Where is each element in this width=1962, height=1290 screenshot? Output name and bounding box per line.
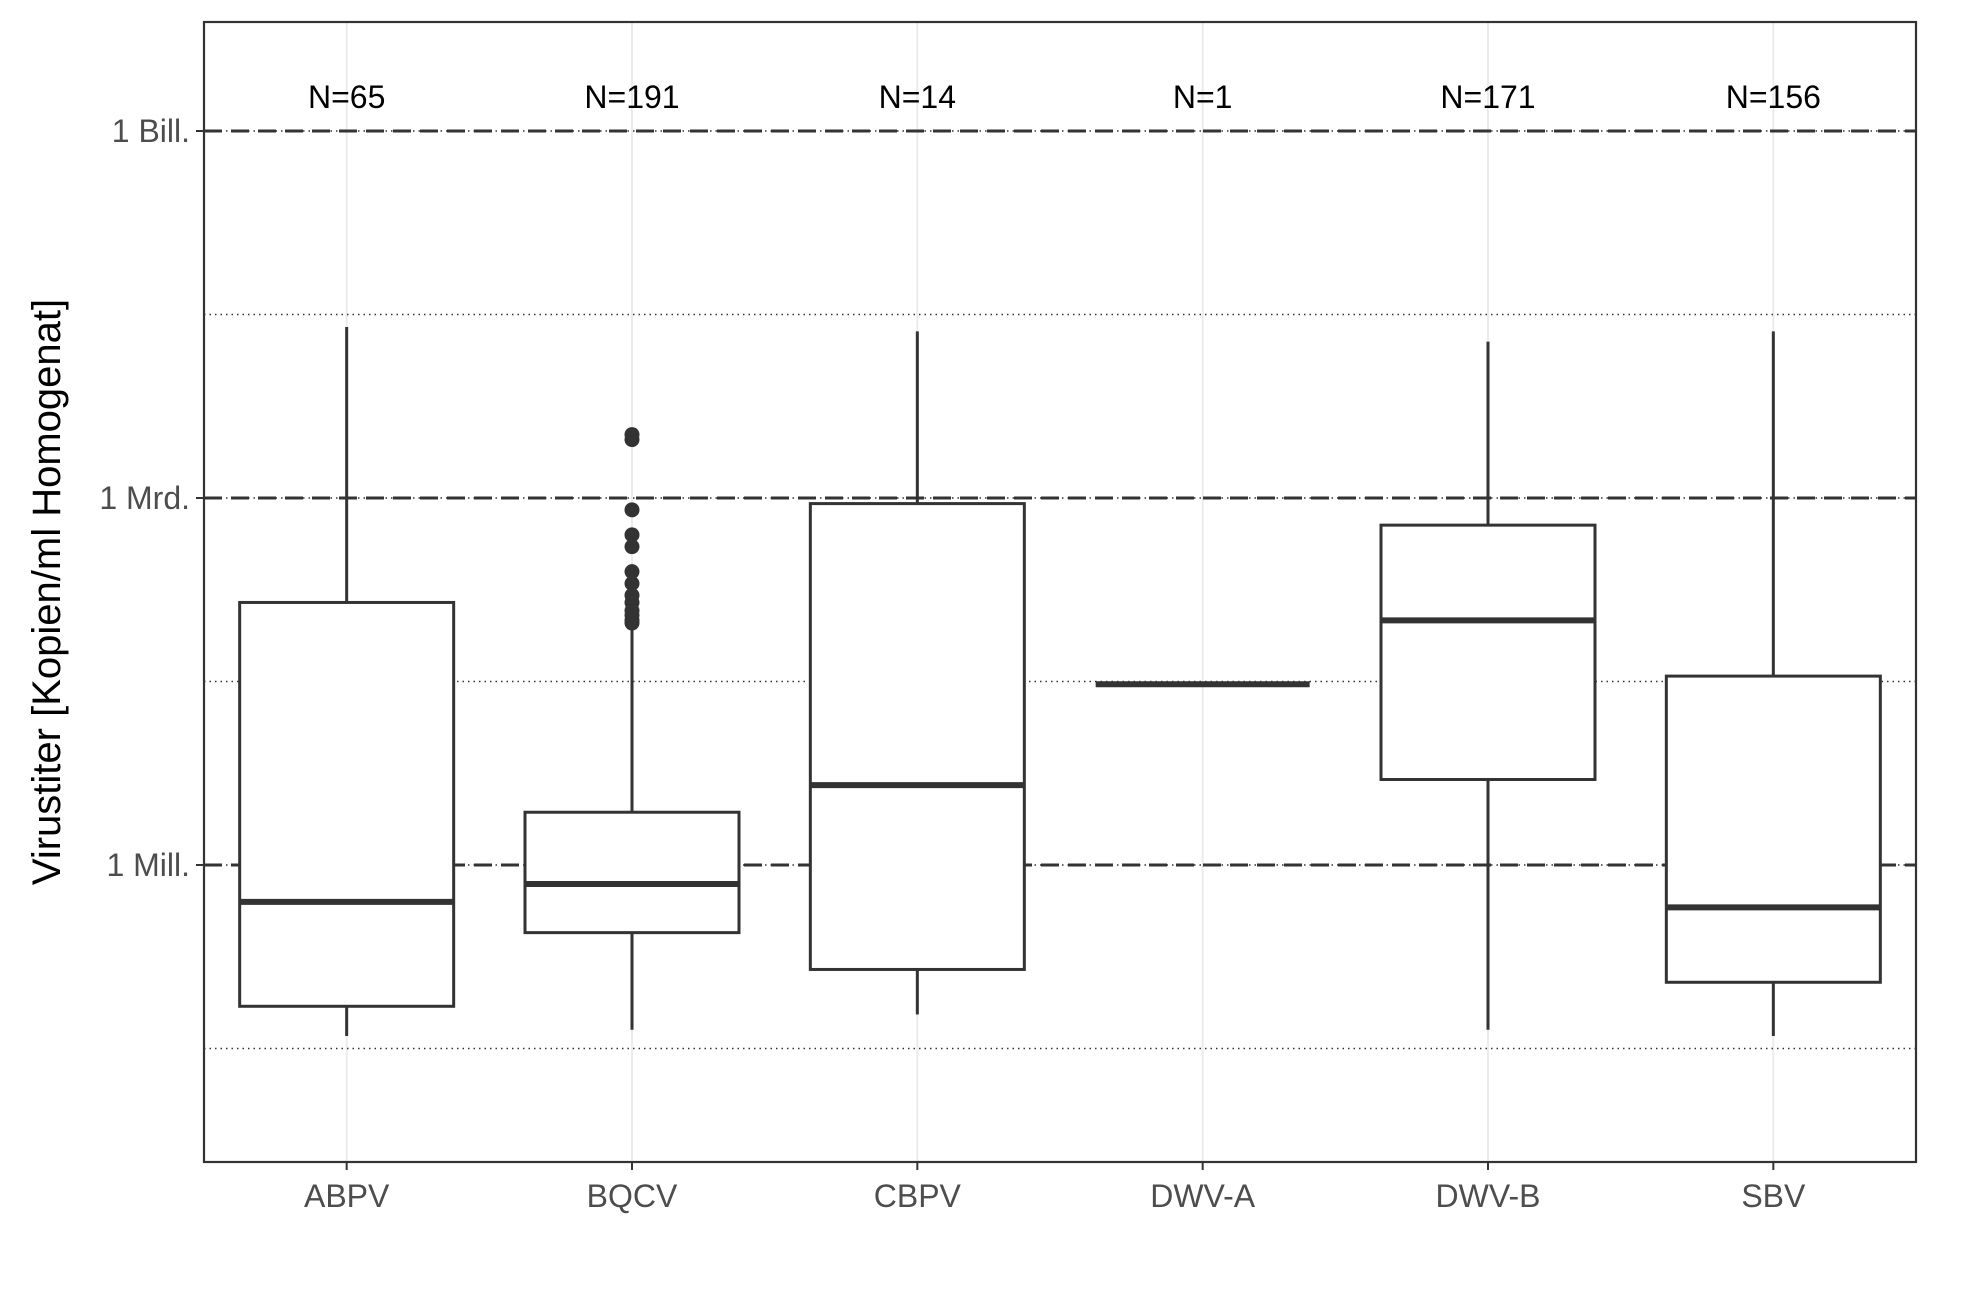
count-label-dwv-b: N=171	[1440, 79, 1535, 115]
box-cbpv	[808, 331, 1026, 1015]
x-tick-label-bqcv: BQCV	[587, 1178, 678, 1214]
iqr-box	[1379, 523, 1597, 781]
iqr-box	[523, 810, 741, 935]
outlier-point	[624, 564, 640, 580]
box-bqcv	[523, 595, 741, 1030]
count-label-bqcv: N=191	[584, 79, 679, 115]
count-label-cbpv: N=14	[879, 79, 956, 115]
box-layer	[238, 326, 1882, 1037]
y-tick-label: 1 Mrd.	[99, 480, 190, 516]
x-tick-label-sbv: SBV	[1741, 1178, 1806, 1214]
iqr-box	[1664, 674, 1882, 984]
box-sbv	[1664, 331, 1882, 1037]
count-label-abpv: N=65	[308, 79, 385, 115]
x-tick-label-dwv-a: DWV-A	[1150, 1178, 1256, 1214]
outlier-point	[624, 427, 640, 443]
iqr-box	[808, 502, 1026, 971]
outlier-point	[624, 539, 640, 555]
panel-border	[202, 20, 1918, 1164]
outlier-point	[624, 527, 640, 543]
count-label-sbv: N=156	[1726, 79, 1821, 115]
count-label-dwv-a: N=1	[1173, 79, 1233, 115]
y-tick-label: 1 Mill.	[106, 847, 190, 883]
box-dwv-b	[1379, 341, 1597, 1030]
y-tick-label: 1 Bill.	[112, 113, 190, 149]
outlier-point	[624, 576, 640, 592]
x-tick-label-dwv-b: DWV-B	[1436, 1178, 1541, 1214]
outlier-point	[624, 502, 640, 518]
x-tick-label-abpv: ABPV	[304, 1178, 390, 1214]
iqr-box	[238, 600, 456, 1008]
label-layer: 1 Mill. 1 Mrd. 1 Bill. ABPV N=65 BQCV N=191 CBP…	[99, 79, 1821, 1214]
x-tick-label-cbpv: CBPV	[874, 1178, 962, 1214]
box-abpv	[238, 326, 456, 1037]
outlier-point	[624, 615, 640, 631]
y-axis-title: Virustiter [Kopien/ml Homogenat]	[25, 299, 69, 885]
